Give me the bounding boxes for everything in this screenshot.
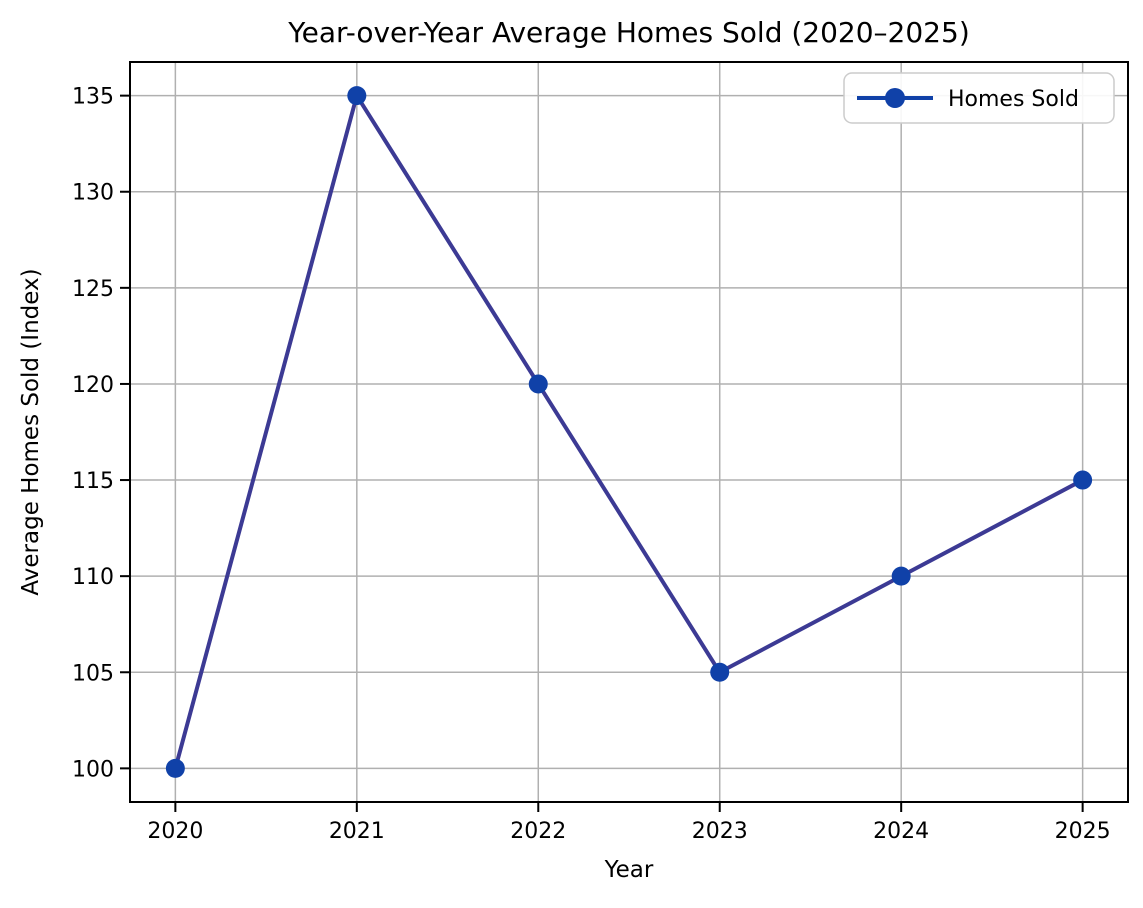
- x-axis-label: Year: [604, 857, 654, 883]
- x-tick-label: 2021: [329, 819, 385, 844]
- x-tick-label: 2020: [147, 819, 203, 844]
- y-tick-label: 120: [72, 373, 114, 398]
- y-tick-label: 110: [72, 565, 114, 590]
- x-tick-label: 2023: [692, 819, 748, 844]
- grid-layer: [130, 62, 1128, 802]
- chart-title: Year-over-Year Average Homes Sold (2020–…: [287, 16, 970, 49]
- plot-area: [129, 61, 1129, 803]
- y-tick-label: 135: [72, 85, 114, 110]
- x-tick-label: 2024: [873, 819, 929, 844]
- y-tick-label: 115: [72, 469, 114, 494]
- data-point-2021: [347, 86, 367, 106]
- legend-swatch-marker: [885, 88, 905, 108]
- y-tick-label: 105: [72, 661, 114, 686]
- legend: Homes Sold: [843, 72, 1115, 124]
- data-point-2024: [891, 566, 911, 586]
- series-layer: [165, 86, 1093, 778]
- y-axis-label: Average Homes Sold (Index): [18, 268, 44, 595]
- legend-box: [843, 72, 1115, 124]
- legend-label: Homes Sold: [948, 87, 1079, 112]
- data-point-2022: [528, 374, 548, 394]
- y-tick-label: 130: [72, 181, 114, 206]
- x-tick-label: 2022: [510, 819, 566, 844]
- data-point-2023: [710, 662, 730, 682]
- series-line: [173, 93, 1085, 771]
- data-point-2020: [165, 758, 185, 778]
- data-point-2025: [1073, 470, 1093, 490]
- y-tick-label: 100: [72, 757, 114, 782]
- x-tick-label: 2025: [1055, 819, 1111, 844]
- tick-layer: 2020 2021 2022 2023 2024 2025 100 105 110 115 120 1…: [72, 85, 1111, 844]
- y-tick-label: 125: [72, 277, 114, 302]
